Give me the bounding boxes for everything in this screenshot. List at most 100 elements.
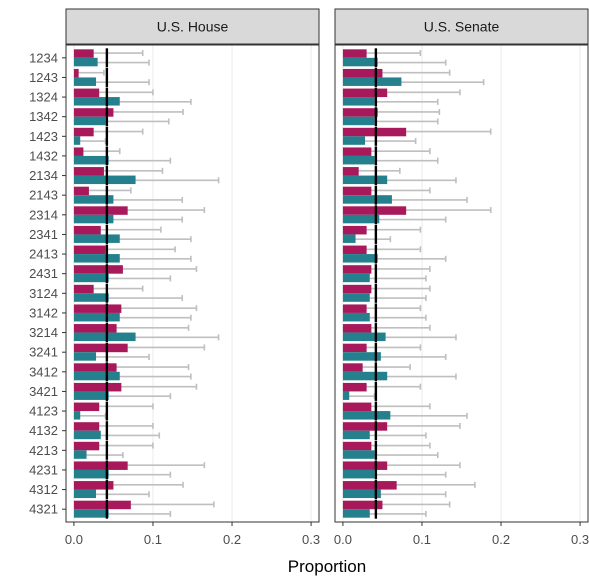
bar-magenta <box>73 225 101 235</box>
bar-teal <box>73 57 98 67</box>
bar-teal <box>73 391 109 400</box>
y-axis-labels: 1234 1243 1324 1342 1423 1432 2134 2143 2314 2341… <box>29 50 66 517</box>
bar-magenta <box>342 343 367 353</box>
x-axis-labels: 0.0 0.1 0.2 0.3 0.0 0.1 0.2 0.3 <box>65 522 589 547</box>
strip-title-senate: U.S. Senate <box>424 19 500 35</box>
bar-magenta <box>73 343 128 353</box>
bar-magenta <box>342 461 388 470</box>
bar-magenta <box>73 304 122 313</box>
bar-magenta <box>342 481 397 490</box>
bar-magenta <box>342 167 359 176</box>
y-tick-label: 3214 <box>29 325 58 340</box>
bar-magenta <box>342 68 383 78</box>
bar-magenta <box>73 68 79 78</box>
bar-magenta <box>73 245 106 255</box>
strip-title-house: U.S. House <box>157 19 229 35</box>
bar-magenta <box>73 167 104 176</box>
bar-magenta <box>73 422 100 431</box>
marks-senate <box>342 45 581 522</box>
x-tick-label: 0.2 <box>223 532 241 547</box>
y-tick-label: 4123 <box>29 404 58 419</box>
y-tick-label: 4213 <box>29 443 58 458</box>
bar-teal <box>73 332 136 342</box>
y-tick-label: 1243 <box>29 70 58 85</box>
bar-teal <box>73 509 109 518</box>
bar-teal <box>73 450 87 459</box>
bar-teal <box>73 411 81 420</box>
y-tick-label: 4231 <box>29 462 58 477</box>
bar-teal <box>342 234 356 243</box>
bar-magenta <box>342 324 372 333</box>
y-tick-label: 2143 <box>29 188 58 203</box>
bar-magenta <box>342 500 383 510</box>
y-tick-label: 2134 <box>29 168 58 183</box>
panel-frame-senate <box>334 44 589 523</box>
bar-teal <box>73 273 109 283</box>
bar-magenta <box>342 441 372 451</box>
bar-magenta <box>342 206 407 215</box>
bar-magenta <box>73 402 100 412</box>
y-tick-label: 1423 <box>29 129 58 144</box>
y-tick-label: 2314 <box>29 207 58 222</box>
bar-magenta <box>73 206 128 215</box>
bar-magenta <box>342 245 367 255</box>
panel-senate: U.S. Senate <box>334 8 589 523</box>
y-tick-label: 4132 <box>29 423 58 438</box>
bar-teal <box>342 97 375 106</box>
bar-magenta <box>342 265 372 274</box>
bar-teal <box>73 195 114 204</box>
bar-teal <box>342 214 380 224</box>
strip-senate <box>334 8 589 45</box>
bar-teal <box>73 430 101 440</box>
bar-magenta <box>73 88 100 98</box>
y-tick-label: 1324 <box>29 90 58 105</box>
y-tick-label: 2431 <box>29 266 58 281</box>
y-tick-label: 3124 <box>29 286 58 301</box>
y-tick-label: 1234 <box>29 50 58 65</box>
x-tick-label: 0.0 <box>65 532 83 547</box>
x-tick-label: 0.3 <box>571 532 589 547</box>
bar-teal <box>342 155 375 165</box>
bar-teal <box>342 352 381 361</box>
bar-magenta <box>73 265 123 274</box>
x-tick-label: 0.3 <box>302 532 320 547</box>
bar-magenta <box>73 500 131 510</box>
bar-magenta <box>342 284 372 294</box>
bar-teal <box>73 371 120 381</box>
bar-magenta <box>342 402 372 412</box>
bar-magenta <box>73 108 114 117</box>
bar-magenta <box>73 284 94 294</box>
bar-magenta <box>342 49 367 58</box>
y-tick-label: 3142 <box>29 305 58 320</box>
bar-magenta <box>73 127 94 137</box>
bar-magenta <box>342 304 367 313</box>
bar-teal <box>342 273 370 283</box>
bar-teal <box>73 293 109 302</box>
x-tick-label: 0.0 <box>334 532 352 547</box>
bar-magenta <box>342 363 363 372</box>
y-tick-label: 3241 <box>29 345 58 360</box>
bar-teal <box>73 254 120 263</box>
bar-magenta <box>342 382 367 392</box>
bar-teal <box>342 293 370 302</box>
bar-magenta <box>73 186 89 196</box>
bar-magenta <box>73 461 128 470</box>
panel-frame-house <box>65 44 320 523</box>
y-tick-label: 4312 <box>29 482 58 497</box>
bar-teal <box>73 312 120 322</box>
y-tick-label: 3421 <box>29 384 58 399</box>
bar-magenta <box>342 225 367 235</box>
bar-teal <box>342 254 378 263</box>
bar-teal <box>342 489 381 499</box>
bar-teal <box>342 469 375 479</box>
y-tick-label: 3412 <box>29 364 58 379</box>
bar-teal <box>342 332 386 342</box>
bar-magenta <box>342 127 407 137</box>
bar-magenta <box>73 441 100 451</box>
bar-teal <box>342 509 370 518</box>
bar-teal <box>342 175 388 185</box>
y-tick-label: 1342 <box>29 109 58 124</box>
panel-house: U.S. House <box>65 8 320 523</box>
bar-teal <box>73 489 97 499</box>
